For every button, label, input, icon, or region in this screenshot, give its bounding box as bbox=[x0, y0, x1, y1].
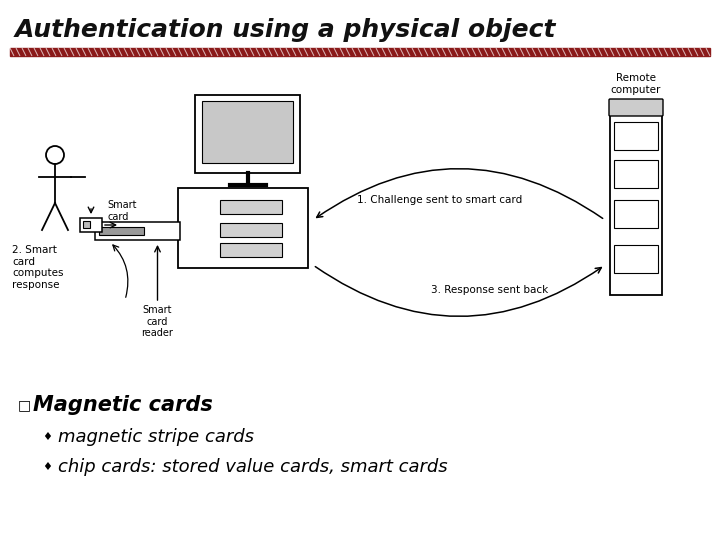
Bar bbox=[80, 218, 102, 232]
Bar bbox=[95, 222, 180, 240]
Bar bbox=[610, 100, 662, 295]
Text: 3. Response sent back: 3. Response sent back bbox=[431, 285, 549, 295]
Text: Remote
computer: Remote computer bbox=[611, 73, 661, 95]
Text: 2. Smart
card
computes
response: 2. Smart card computes response bbox=[12, 245, 63, 290]
Bar bbox=[178, 188, 308, 268]
Bar bbox=[220, 223, 282, 237]
Text: Smart
card: Smart card bbox=[107, 200, 137, 221]
Text: magnetic stripe cards: magnetic stripe cards bbox=[58, 428, 254, 446]
Text: ♦: ♦ bbox=[42, 432, 52, 442]
Text: 1. Challenge sent to smart card: 1. Challenge sent to smart card bbox=[357, 195, 523, 205]
Text: Smart
card
reader: Smart card reader bbox=[142, 305, 174, 338]
Bar bbox=[614, 160, 658, 188]
Text: □: □ bbox=[18, 398, 31, 412]
Bar bbox=[99, 227, 144, 235]
Text: chip cards: stored value cards, smart cards: chip cards: stored value cards, smart ca… bbox=[58, 458, 448, 476]
Bar bbox=[83, 221, 90, 228]
Bar bbox=[195, 95, 300, 173]
Bar bbox=[614, 122, 658, 150]
Text: ♦: ♦ bbox=[42, 462, 52, 472]
Bar bbox=[614, 200, 658, 228]
Bar bbox=[10, 48, 710, 56]
Bar bbox=[220, 200, 282, 214]
Text: Magnetic cards: Magnetic cards bbox=[33, 395, 212, 415]
Bar bbox=[614, 245, 658, 273]
Bar bbox=[202, 101, 293, 163]
FancyBboxPatch shape bbox=[609, 99, 663, 116]
Text: Authentication using a physical object: Authentication using a physical object bbox=[15, 18, 557, 42]
Bar bbox=[220, 243, 282, 257]
